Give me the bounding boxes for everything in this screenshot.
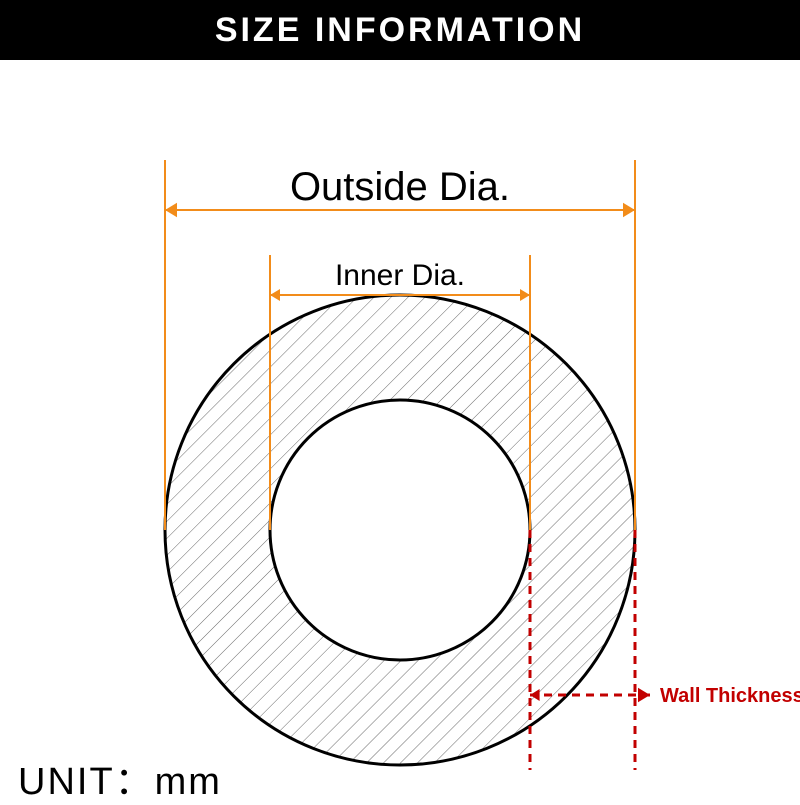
ring-diagram: Outside Dia. Inner Dia. Wall Thickness bbox=[0, 60, 800, 800]
dimension-label: Outside Dia. bbox=[290, 165, 510, 209]
dimension-label: Inner Dia. bbox=[335, 259, 465, 292]
header-bar: SIZE INFORMATION bbox=[0, 0, 800, 60]
unit-value: mm bbox=[155, 761, 222, 803]
wall-thickness-label: Wall Thickness bbox=[660, 685, 800, 707]
header-title: SIZE INFORMATION bbox=[215, 11, 585, 49]
unit-prefix: UNIT： bbox=[18, 761, 155, 803]
unit-label: UNIT：mm bbox=[18, 750, 222, 805]
